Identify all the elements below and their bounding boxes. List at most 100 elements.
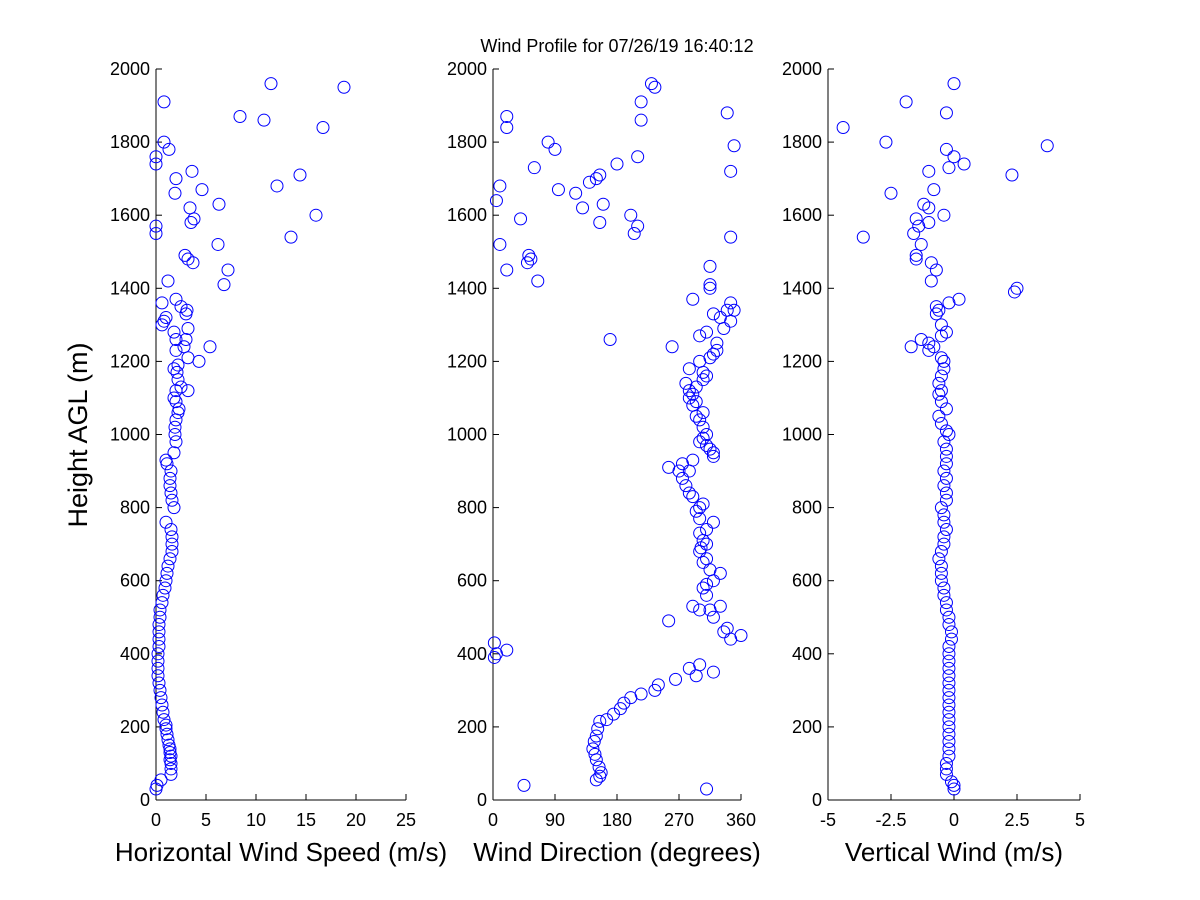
wind-direction-data-point (679, 376, 693, 390)
horizontal-wind-speed-data-point (164, 486, 178, 500)
wind-direction-data-point (696, 365, 710, 379)
horizontal-wind-speed-data-point (167, 362, 181, 376)
vertical-wind-data-point (942, 676, 956, 690)
horizontal-wind-speed-data-point (168, 186, 182, 200)
vertical-wind-data-point (932, 303, 946, 317)
horizontal-wind-speed-data-point (160, 566, 174, 580)
wind-direction-y-tick-label: 200 (457, 717, 487, 737)
horizontal-wind-speed-data-point (183, 201, 197, 215)
horizontal-wind-speed-x-tick-label: 0 (151, 810, 161, 830)
wind-direction-data-point (713, 599, 727, 613)
vertical-wind-data-point (942, 698, 956, 712)
wind-direction-data-point (582, 175, 596, 189)
vertical-wind-data-point (904, 340, 918, 354)
wind-direction-data-point (527, 161, 541, 175)
wind-direction-data-point (592, 760, 606, 774)
wind-direction-data-point (706, 307, 720, 321)
horizontal-wind-speed-data-point (149, 219, 163, 233)
horizontal-wind-speed-data-point (169, 395, 183, 409)
vertical-wind-data-point (929, 300, 943, 314)
wind-direction-y-tick-label: 800 (457, 498, 487, 518)
wind-direction-data-point (686, 398, 700, 412)
vertical-wind-data-point (937, 515, 951, 529)
vertical-wind-data-point (932, 387, 946, 401)
wind-direction-data-point (487, 636, 501, 650)
wind-direction-x-tick-label: 180 (602, 810, 632, 830)
horizontal-wind-speed-data-point (184, 216, 198, 230)
horizontal-wind-speed-data-point (155, 698, 169, 712)
wind-direction-data-point (703, 278, 717, 292)
wind-direction-data-point (710, 343, 724, 357)
horizontal-wind-speed-data-point (154, 773, 168, 787)
horizontal-wind-speed-x-tick-label: 5 (201, 810, 211, 830)
wind-direction-data-point (589, 729, 603, 743)
vertical-wind-data-point (942, 691, 956, 705)
horizontal-wind-speed-data-point (165, 493, 179, 507)
horizontal-wind-speed-data-point (316, 120, 330, 134)
wind-direction-data-point (587, 735, 601, 749)
horizontal-wind-speed-data-point (152, 676, 166, 690)
wind-direction-data-point (686, 453, 700, 467)
vertical-wind-y-tick-label: 0 (812, 790, 822, 810)
vertical-wind-data-point (942, 661, 956, 675)
vertical-wind-data-point (939, 106, 953, 120)
horizontal-wind-speed-y-tick-label: 800 (120, 498, 150, 518)
horizontal-wind-speed-data-point (257, 113, 271, 127)
vertical-wind-data-point (937, 588, 951, 602)
horizontal-wind-speed-data-point (162, 142, 176, 156)
horizontal-wind-speed-data-point (159, 515, 173, 529)
vertical-wind-data-point (922, 164, 936, 178)
wind-direction-data-point (624, 208, 638, 222)
wind-direction-data-point (517, 778, 531, 792)
wind-direction-data-point (700, 552, 714, 566)
vertical-wind-x-tick-label: 5 (1075, 810, 1085, 830)
vertical-wind-data-point (957, 157, 971, 171)
wind-direction-data-point (706, 665, 720, 679)
vertical-wind-data-point (932, 409, 946, 423)
vertical-wind-data-point (924, 256, 938, 270)
wind-direction-data-point (710, 336, 724, 350)
vertical-wind-data-point (937, 508, 951, 522)
wind-direction-data-point (700, 369, 714, 383)
wind-direction-data-point (724, 230, 738, 244)
vertical-wind-data-point (942, 720, 956, 734)
vertical-wind-data-point (934, 384, 948, 398)
vertical-wind-y-tick-label: 1600 (782, 205, 822, 225)
horizontal-wind-speed-data-point (169, 343, 183, 357)
wind-direction-data-point (644, 77, 658, 91)
horizontal-wind-speed-data-point (159, 453, 173, 467)
horizontal-wind-speed-data-point (181, 384, 195, 398)
horizontal-wind-speed-data-point (163, 471, 177, 485)
wind-direction-data-point (675, 471, 689, 485)
horizontal-wind-speed-data-point (169, 292, 183, 306)
horizontal-wind-speed-data-point (153, 603, 167, 617)
wind-direction-data-point (586, 742, 600, 756)
horizontal-wind-speed-data-point (309, 208, 323, 222)
horizontal-wind-speed-data-point (163, 745, 177, 759)
vertical-wind-y-tick-label: 1000 (782, 425, 822, 445)
wind-direction-y-tick-label: 2000 (447, 59, 487, 79)
wind-direction-data-point (700, 782, 714, 796)
horizontal-wind-speed-data-point (164, 762, 178, 776)
wind-direction-data-point (700, 523, 714, 537)
wind-direction-data-point (706, 449, 720, 463)
wind-direction-data-point (700, 325, 714, 339)
horizontal-wind-speed-y-tick-label: 1800 (110, 132, 150, 152)
vertical-wind-data-point (942, 735, 956, 749)
wind-direction-data-point (548, 142, 562, 156)
vertical-wind-data-point (947, 77, 961, 91)
horizontal-wind-speed-data-point (151, 661, 165, 675)
wind-direction-data-point (500, 263, 514, 277)
vertical-wind-data-point (939, 603, 953, 617)
horizontal-wind-speed-data-point (167, 446, 181, 460)
wind-direction-data-point (706, 574, 720, 588)
vertical-wind-data-point (934, 369, 948, 383)
horizontal-wind-speed-y-tick-label: 2000 (110, 59, 150, 79)
wind-direction-data-point (693, 501, 707, 515)
vertical-wind-data-point (934, 351, 948, 365)
vertical-wind-data-point (912, 219, 926, 233)
vertical-wind-data-point (939, 756, 953, 770)
horizontal-wind-speed-data-point (167, 325, 181, 339)
wind-direction-data-point (717, 625, 731, 639)
wind-direction-data-point (720, 621, 734, 635)
